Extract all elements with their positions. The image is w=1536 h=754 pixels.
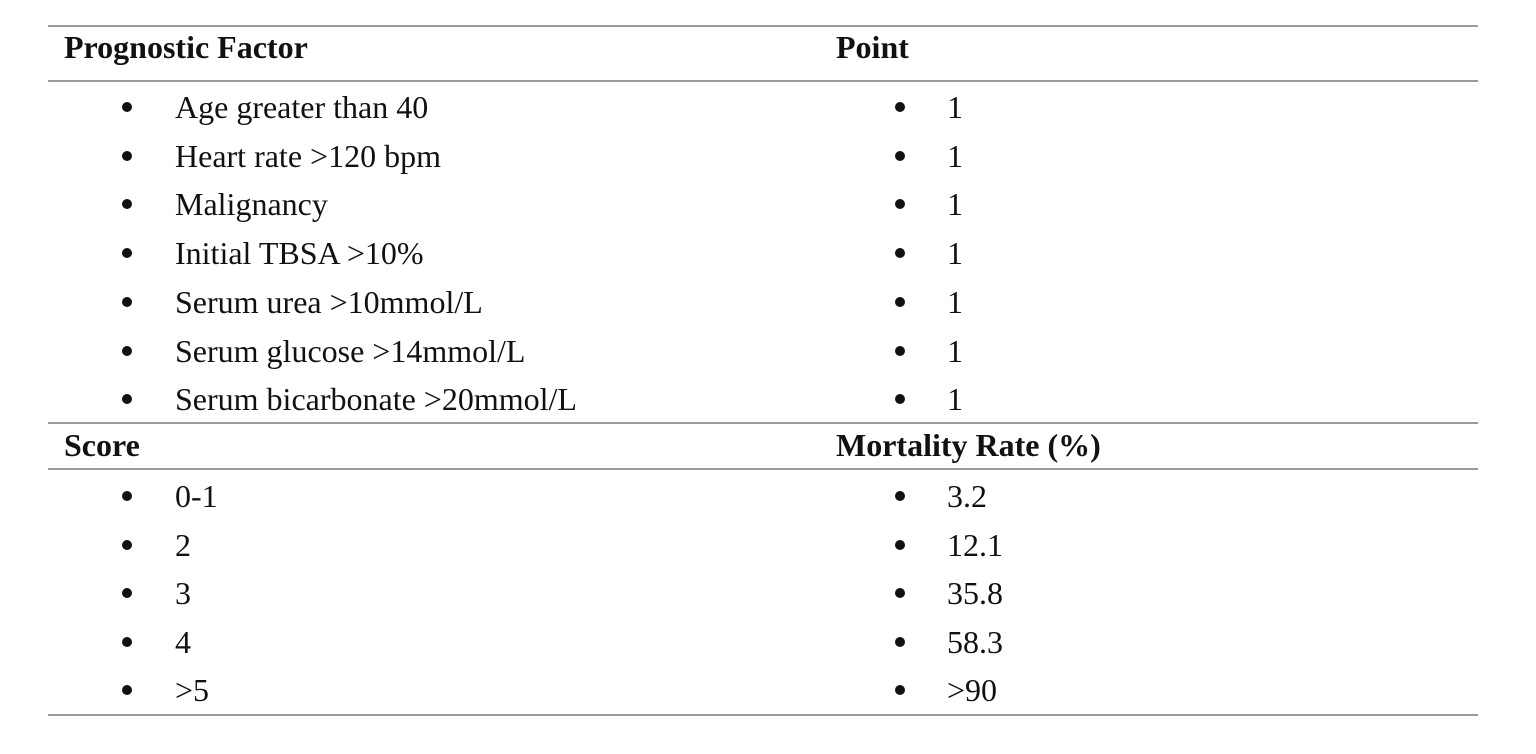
row-value: 1 [947, 137, 963, 174]
bullet [895, 394, 905, 405]
bullet [895, 636, 905, 647]
row-value: 1 [947, 283, 963, 320]
row-label: 3 [175, 575, 191, 611]
bullet [122, 150, 132, 161]
header-rule [48, 468, 1478, 470]
bullet [122, 491, 132, 501]
row-label: Initial TBSA >10% [175, 235, 424, 272]
bullet [895, 345, 905, 356]
bullet [122, 102, 132, 112]
bullet [122, 199, 132, 210]
bullet [895, 150, 905, 161]
header-rule [48, 80, 1478, 82]
row-value: 1 [947, 332, 963, 369]
row-value: 1 [947, 186, 963, 223]
row-value: 1 [947, 89, 963, 125]
row-label: 0-1 [175, 478, 218, 514]
bullet [895, 248, 905, 259]
bullet [122, 588, 132, 598]
row-value: 1 [947, 381, 963, 418]
bullet [895, 296, 905, 307]
bullet [122, 636, 132, 647]
bullet [895, 491, 905, 501]
column-header: Point [836, 29, 909, 65]
row-label: Serum urea >10mmol/L [175, 283, 483, 320]
row-label: Malignancy [175, 186, 328, 223]
bullet [122, 296, 132, 307]
row-label: >5 [175, 672, 210, 708]
bullet [895, 588, 905, 598]
section-rule [48, 422, 1478, 424]
row-value: 3.2 [947, 478, 987, 514]
row-label: Serum glucose >14mmol/L [175, 332, 526, 369]
row-value: 35.8 [947, 575, 1003, 611]
row-value: 58.3 [947, 623, 1003, 660]
row-label: 4 [175, 623, 191, 660]
bullet [122, 345, 132, 356]
bullet [122, 248, 132, 259]
row-label: Age greater than 40 [175, 89, 429, 125]
bullet [895, 102, 905, 112]
row-label: Heart rate >120 bpm [175, 137, 441, 174]
row-value: 12.1 [947, 526, 1003, 563]
row-label: Serum bicarbonate >20mmol/L [175, 381, 577, 418]
row-value: >90 [947, 672, 998, 708]
bullet [895, 539, 905, 550]
row-value: 1 [947, 235, 963, 272]
column-header: Score [64, 427, 140, 463]
bullet [122, 539, 132, 550]
column-header: Mortality Rate (%) [836, 427, 1101, 463]
bullet [895, 199, 905, 210]
top-rule [48, 25, 1478, 27]
column-header: Prognostic Factor [64, 29, 308, 65]
bottom-rule [48, 714, 1478, 716]
bullet [122, 394, 132, 405]
row-label: 2 [175, 526, 191, 563]
bullet [122, 685, 132, 695]
bullet [895, 685, 905, 695]
